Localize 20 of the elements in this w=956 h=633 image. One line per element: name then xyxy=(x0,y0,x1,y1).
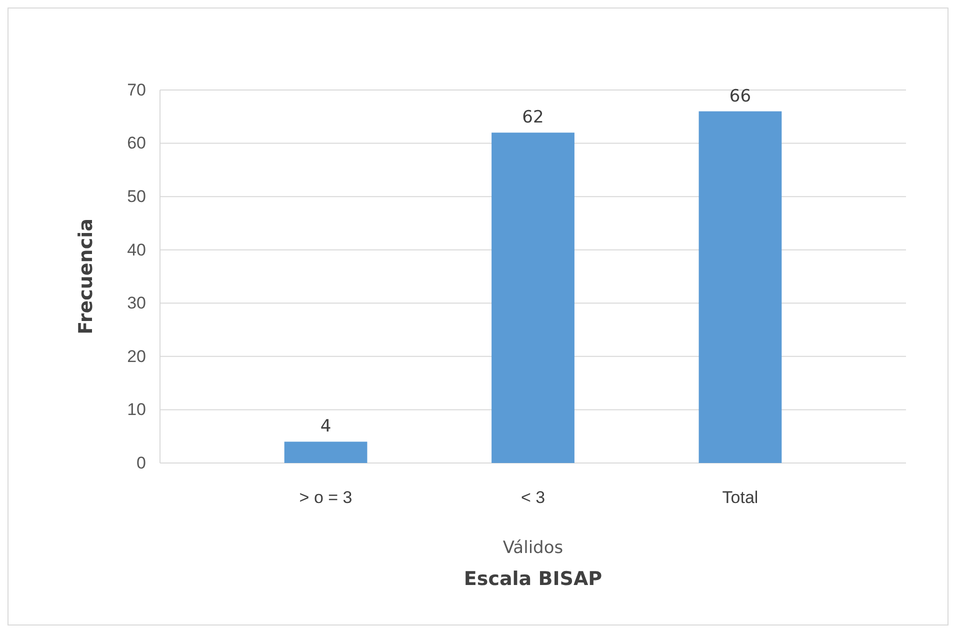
bar xyxy=(284,442,368,463)
y-tick-label: 70 xyxy=(127,80,146,100)
x-tick-label: > o = 3 xyxy=(299,488,352,508)
text: Válidos xyxy=(502,538,564,558)
y-tick-label: 30 xyxy=(127,294,146,313)
y-axis-title: Frecuencia xyxy=(75,218,97,334)
data-label: 4 xyxy=(320,416,332,437)
y-tick-label: 50 xyxy=(127,187,146,206)
x-axis-title: Escala BISAP xyxy=(464,568,602,590)
y-tick-label: 20 xyxy=(127,346,146,366)
data-label: 66 xyxy=(729,86,752,106)
y-tick-label: 60 xyxy=(127,134,146,153)
x-tick-label: < 3 xyxy=(520,488,546,508)
y-tick-label: 40 xyxy=(127,240,146,260)
y-tick-label: 10 xyxy=(127,400,146,420)
x-tick-label: Total xyxy=(722,488,758,508)
y-tick-label: 0 xyxy=(136,453,146,472)
bar xyxy=(698,111,782,463)
bar xyxy=(492,132,574,463)
data-label: 62 xyxy=(522,108,544,128)
